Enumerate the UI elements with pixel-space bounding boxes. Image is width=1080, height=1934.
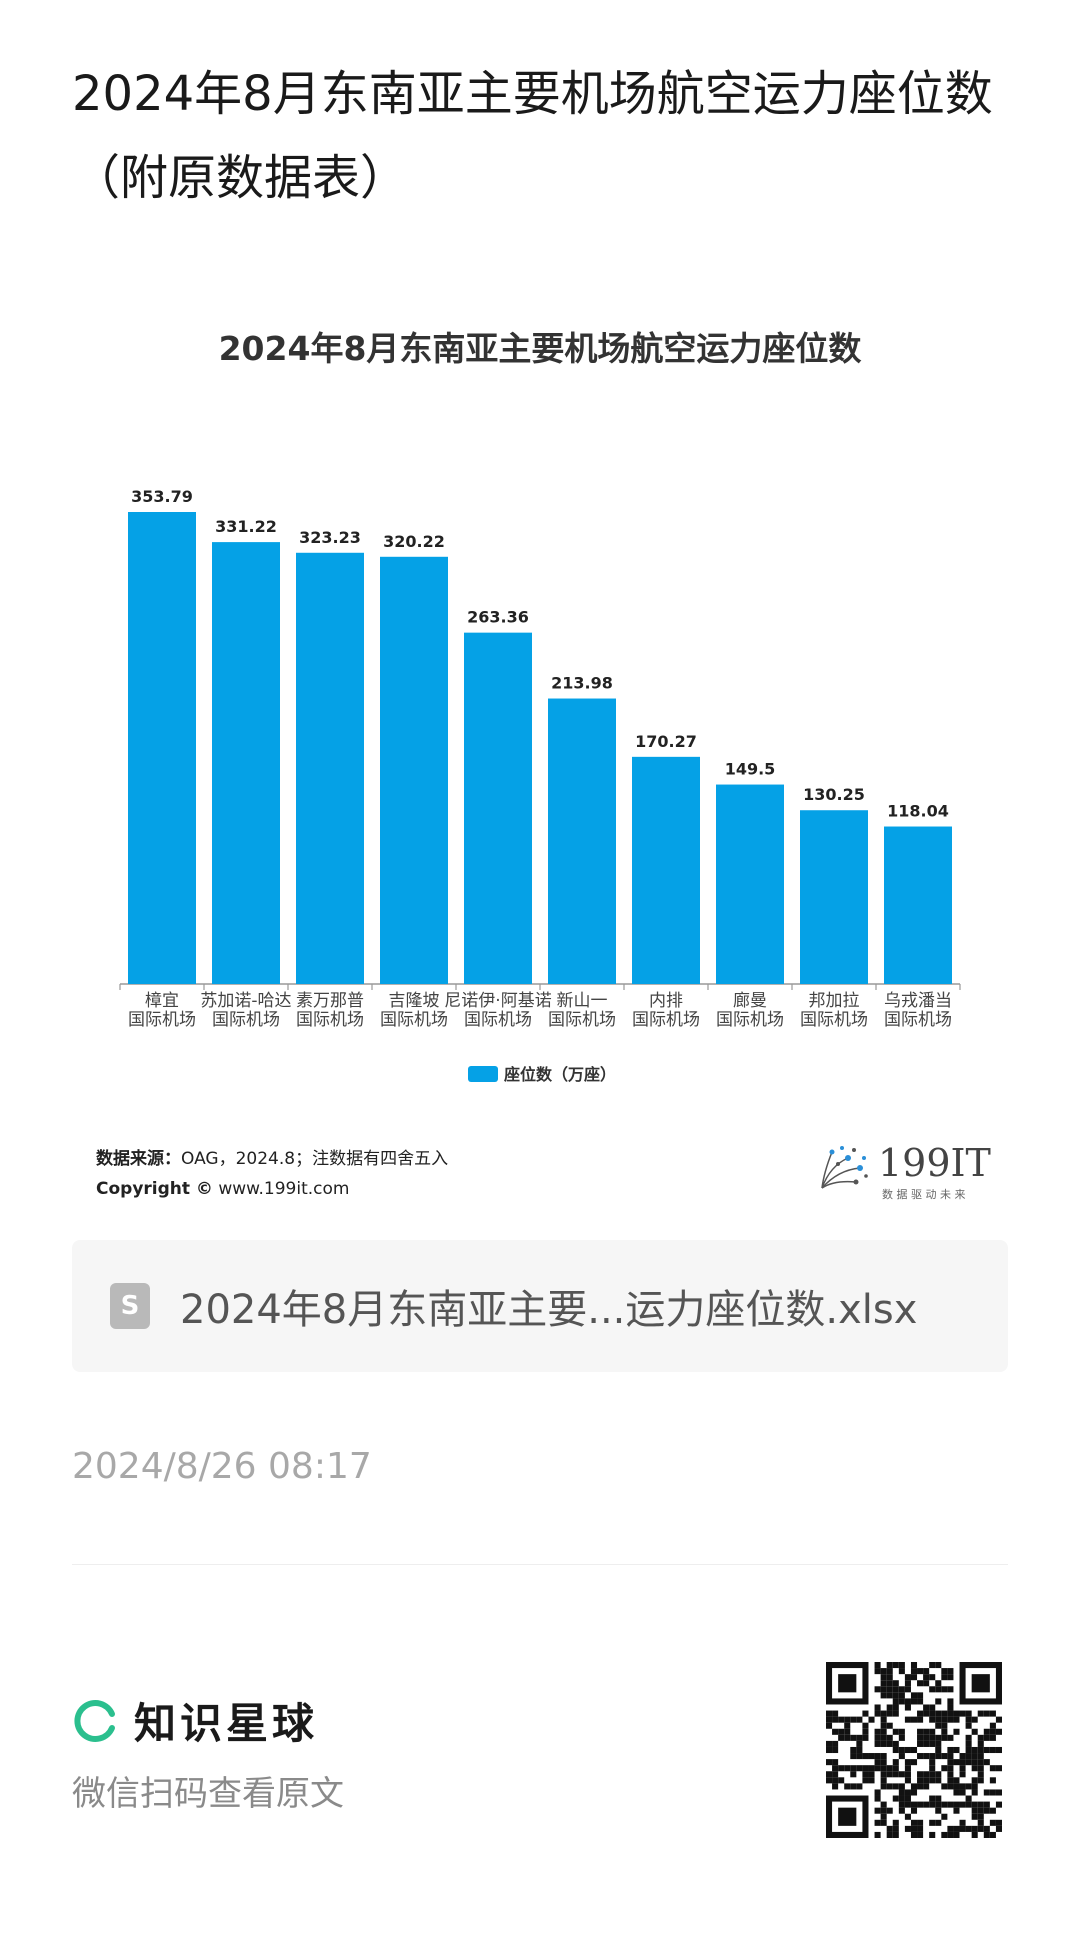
bar: [800, 810, 868, 984]
chart-title: 2024年8月东南亚主要机场航空运力座位数: [218, 329, 862, 368]
zsxq-logo-icon: [74, 1699, 115, 1742]
dandelion-logo-icon: 199IT 数 据 驱 动 未 来: [821, 1141, 991, 1201]
x-tick-label: 国际机场: [296, 1010, 364, 1030]
source-text: OAG，2024.8；注数据有四舍五入: [181, 1149, 449, 1169]
logo-brand: 199IT: [878, 1141, 991, 1185]
copyright-label: Copyright ©: [96, 1179, 213, 1199]
bar: [548, 698, 616, 984]
bar: [632, 756, 700, 984]
copyright-site: www.199it.com: [218, 1179, 350, 1199]
bar: [464, 632, 532, 984]
attachment-file[interactable]: S 2024年8月东南亚主要...运力座位数.xlsx: [72, 1240, 1008, 1372]
bar: [128, 512, 196, 984]
logo-199it: 199IT 数 据 驱 动 未 来: [808, 1136, 998, 1208]
bar: [380, 556, 448, 984]
x-tick-label: 国际机场: [128, 1010, 196, 1030]
data-label: 170.27: [635, 732, 697, 751]
scan-instruction: 微信扫码查看原文: [72, 1774, 344, 1814]
copyright-line: Copyright © www.199it.com: [96, 1174, 448, 1204]
bar: [212, 542, 280, 984]
bar: [296, 552, 364, 984]
bar: [884, 826, 952, 984]
legend-label: 座位数（万座）: [503, 1065, 616, 1084]
data-label: 130.25: [803, 785, 865, 804]
data-label: 320.22: [383, 532, 445, 551]
x-tick-label: 国际机场: [800, 1010, 868, 1030]
x-tick-label: 新山一: [557, 991, 608, 1011]
data-label: 263.36: [467, 608, 529, 627]
x-tick-label: 内排: [649, 991, 683, 1011]
x-tick-label: 尼诺伊·阿基诺: [444, 991, 551, 1011]
post-timestamp: 2024/8/26 08:17: [72, 1446, 372, 1487]
file-icon-letter: S: [120, 1291, 140, 1321]
x-tick-label: 国际机场: [716, 1010, 784, 1030]
data-label: 331.22: [215, 517, 277, 536]
source-line: 数据来源：OAG，2024.8；注数据有四舍五入: [96, 1144, 448, 1174]
bar-chart: 353.79樟宜国际机场331.22苏加诺-哈达国际机场323.23素万那普国际…: [119, 487, 961, 1084]
x-tick-label: 苏加诺-哈达: [200, 991, 291, 1011]
qr-code-icon[interactable]: [826, 1662, 1002, 1838]
attachment-file-name: 2024年8月东南亚主要...运力座位数.xlsx: [180, 1287, 918, 1333]
data-label: 213.98: [551, 674, 613, 693]
data-label: 353.79: [131, 487, 193, 506]
x-tick-label: 廊曼: [733, 991, 767, 1011]
source-label: 数据来源：: [96, 1149, 181, 1169]
x-tick-label: 国际机场: [632, 1010, 700, 1030]
data-label: 323.23: [299, 528, 361, 547]
page-title: 2024年8月东南亚主要机场航空运力座位数（附原数据表）: [72, 66, 993, 206]
x-tick-label: 国际机场: [212, 1010, 280, 1030]
x-tick-label: 国际机场: [464, 1010, 532, 1030]
source-block: 数据来源：OAG，2024.8；注数据有四舍五入 Copyright © www…: [96, 1144, 448, 1204]
legend-swatch: [468, 1066, 498, 1082]
chart-card: 2024年8月东南亚主要机场航空运力座位数 353.79 樟宜 国际机场 331.22…: [72, 290, 1008, 1210]
x-tick-label: 国际机场: [380, 1010, 448, 1030]
data-label: 149.5: [725, 760, 776, 779]
x-tick-label: 国际机场: [548, 1010, 616, 1030]
divider: [72, 1564, 1008, 1565]
logo-slogan: 数 据 驱 动 未 来: [882, 1187, 965, 1201]
x-tick-label: 乌戎潘当: [884, 991, 952, 1011]
zsxq-logo: 知识星球: [72, 1690, 318, 1751]
x-tick-label: 樟宜: [145, 991, 179, 1011]
spreadsheet-file-icon: S: [110, 1283, 150, 1329]
x-tick-label: 邦加拉: [809, 991, 860, 1011]
x-tick-label: 国际机场: [884, 1010, 952, 1030]
x-tick-label: 吉隆坡: [389, 991, 440, 1011]
app-name: 知识星球: [134, 1699, 319, 1748]
data-label: 118.04: [887, 802, 949, 821]
x-tick-label: 素万那普: [296, 991, 364, 1011]
bar: [716, 784, 784, 984]
